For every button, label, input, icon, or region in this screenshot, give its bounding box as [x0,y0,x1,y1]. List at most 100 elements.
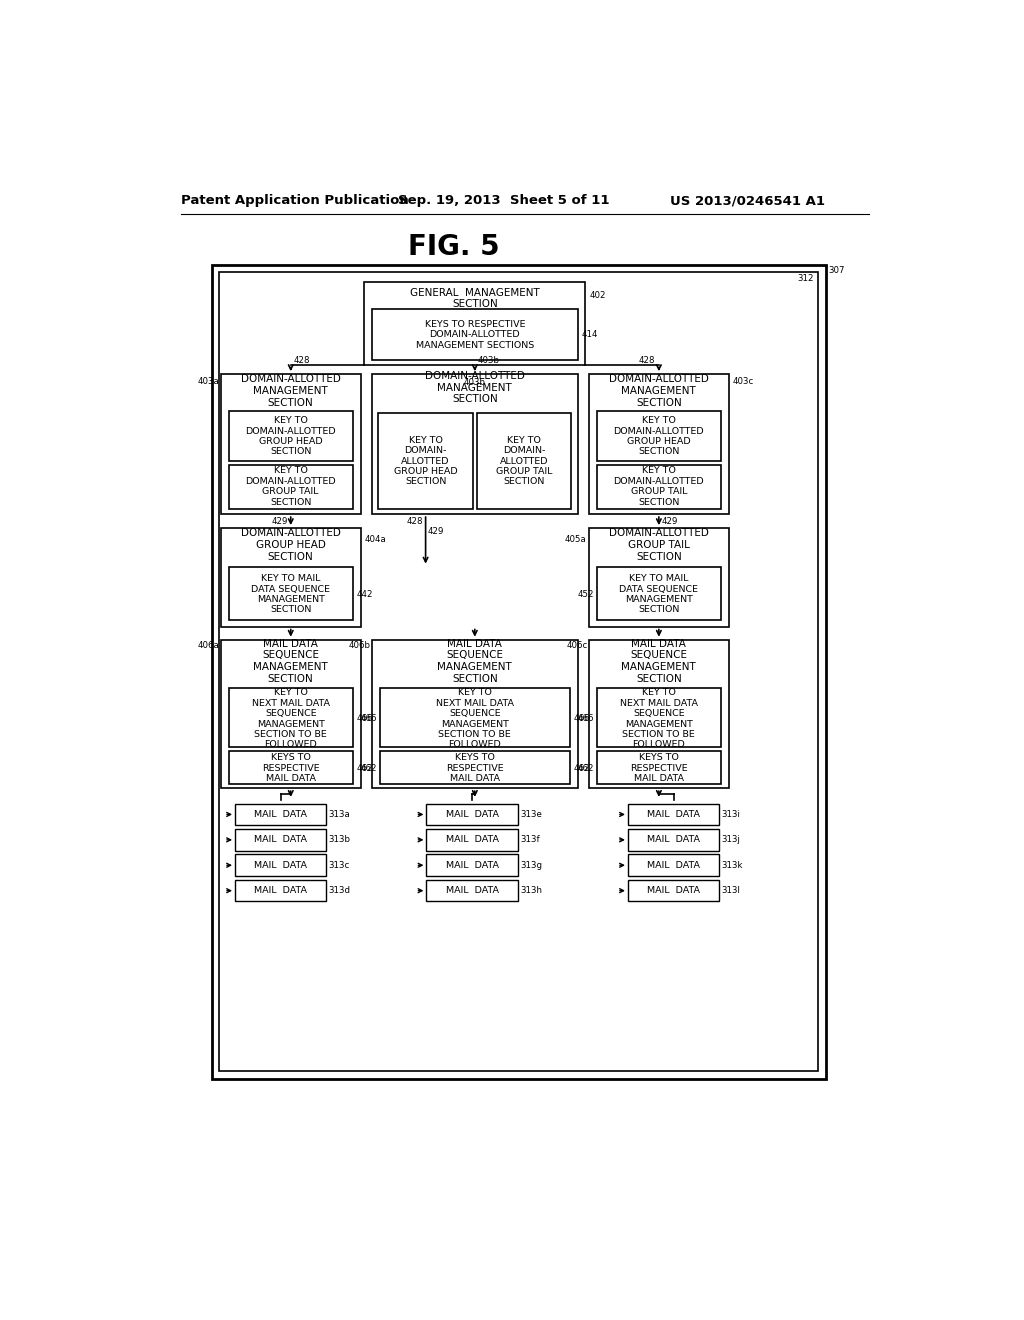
Text: 403b: 403b [464,378,485,387]
Text: KEY TO MAIL
DATA SEQUENCE
MANAGEMENT
SECTION: KEY TO MAIL DATA SEQUENCE MANAGEMENT SEC… [620,574,698,614]
Text: KEY TO
DOMAIN-ALLOTTED
GROUP HEAD
SECTION: KEY TO DOMAIN-ALLOTTED GROUP HEAD SECTIO… [246,416,336,457]
Bar [378,412,473,508]
Bar [597,411,721,461]
Text: 404a: 404a [365,535,386,544]
Bar [589,374,729,515]
Text: 462: 462 [579,764,595,772]
Bar [380,688,569,747]
Bar [426,880,518,902]
Text: 313d: 313d [329,886,351,895]
Text: MAIL  DATA: MAIL DATA [445,861,499,870]
Bar [628,829,719,850]
Bar [221,374,360,515]
Bar [212,264,825,1078]
Text: DOMAIN-ALLOTTED
GROUP TAIL
SECTION: DOMAIN-ALLOTTED GROUP TAIL SECTION [609,528,709,561]
Bar [234,829,327,850]
Bar [228,411,352,461]
Text: 406c: 406c [566,642,588,651]
Text: 466: 466 [356,714,373,723]
Text: MAIL DATA
SEQUENCE
MANAGEMENT
SECTION: MAIL DATA SEQUENCE MANAGEMENT SECTION [622,639,696,684]
Bar [221,528,360,627]
Text: 428: 428 [407,517,423,527]
Bar [228,465,352,508]
Text: 313h: 313h [520,886,542,895]
Text: MAIL  DATA: MAIL DATA [647,836,700,845]
Text: 313a: 313a [329,810,350,818]
Text: 313c: 313c [329,861,350,870]
Bar [628,804,719,825]
Text: MAIL  DATA: MAIL DATA [647,810,700,818]
Text: DOMAIN-ALLOTTED
MANAGEMENT
SECTION: DOMAIN-ALLOTTED MANAGEMENT SECTION [425,371,524,404]
Text: KEY TO
DOMAIN-
ALLOTTED
GROUP TAIL
SECTION: KEY TO DOMAIN- ALLOTTED GROUP TAIL SECTI… [496,436,552,486]
Text: MAIL  DATA: MAIL DATA [445,810,499,818]
Text: 313g: 313g [520,861,542,870]
Bar [426,829,518,850]
Text: MAIL  DATA: MAIL DATA [647,886,700,895]
Text: MAIL  DATA: MAIL DATA [254,886,307,895]
Bar [628,854,719,876]
Text: KEY TO
NEXT MAIL DATA
SEQUENCE
MANAGEMENT
SECTION TO BE
FOLLOWED: KEY TO NEXT MAIL DATA SEQUENCE MANAGEMEN… [436,689,514,750]
Text: 466: 466 [579,714,595,723]
Bar [228,751,352,784]
Text: KEY TO
NEXT MAIL DATA
SEQUENCE
MANAGEMENT
SECTION TO BE
FOLLOWED: KEY TO NEXT MAIL DATA SEQUENCE MANAGEMEN… [252,689,330,750]
Text: MAIL  DATA: MAIL DATA [254,836,307,845]
Text: 466: 466 [573,714,590,723]
Text: KEY TO
NEXT MAIL DATA
SEQUENCE
MANAGEMENT
SECTION TO BE
FOLLOWED: KEY TO NEXT MAIL DATA SEQUENCE MANAGEMEN… [620,689,698,750]
Text: KEYS TO
RESPECTIVE
MAIL DATA: KEYS TO RESPECTIVE MAIL DATA [262,754,319,783]
Bar [477,412,571,508]
Text: FIG. 5: FIG. 5 [408,232,500,261]
Text: 403b: 403b [477,356,499,366]
Text: 313i: 313i [722,810,740,818]
Text: 402: 402 [589,290,605,300]
Bar [234,880,327,902]
Text: 307: 307 [828,267,845,276]
Text: KEY TO
DOMAIN-ALLOTTED
GROUP TAIL
SECTION: KEY TO DOMAIN-ALLOTTED GROUP TAIL SECTIO… [613,466,705,507]
Text: 403a: 403a [198,378,219,387]
Text: 452: 452 [579,590,595,599]
Text: 414: 414 [582,330,598,339]
Text: 313f: 313f [520,836,540,845]
Bar [234,804,327,825]
Text: 429: 429 [428,527,444,536]
Text: 313j: 313j [722,836,740,845]
Bar [426,854,518,876]
Text: MAIL  DATA: MAIL DATA [445,886,499,895]
Text: 429: 429 [272,517,289,527]
Text: 405a: 405a [565,535,587,544]
Text: 313l: 313l [722,886,740,895]
Text: 462: 462 [361,764,378,772]
Text: 429: 429 [662,517,678,527]
Bar [372,309,578,360]
Text: 313b: 313b [329,836,351,845]
Text: KEYS TO
RESPECTIVE
MAIL DATA: KEYS TO RESPECTIVE MAIL DATA [630,754,688,783]
Text: 403c: 403c [732,378,754,387]
Bar [228,688,352,747]
Text: KEY TO MAIL
DATA SEQUENCE
MANAGEMENT
SECTION: KEY TO MAIL DATA SEQUENCE MANAGEMENT SEC… [251,574,331,614]
Text: 406a: 406a [198,642,219,651]
Text: KEYS TO
RESPECTIVE
MAIL DATA: KEYS TO RESPECTIVE MAIL DATA [446,754,504,783]
Bar [426,804,518,825]
Text: Patent Application Publication: Patent Application Publication [180,194,409,207]
Text: KEYS TO RESPECTIVE
DOMAIN-ALLOTTED
MANAGEMENT SECTIONS: KEYS TO RESPECTIVE DOMAIN-ALLOTTED MANAG… [416,319,534,350]
Text: 442: 442 [356,590,373,599]
Text: 312: 312 [798,275,814,282]
Bar [234,854,327,876]
Text: 462: 462 [573,764,590,772]
Text: MAIL DATA
SEQUENCE
MANAGEMENT
SECTION: MAIL DATA SEQUENCE MANAGEMENT SECTION [253,639,328,684]
Bar [228,566,352,620]
Bar [365,281,586,364]
Text: DOMAIN-ALLOTTED
MANAGEMENT
SECTION: DOMAIN-ALLOTTED MANAGEMENT SECTION [241,375,341,408]
Text: US 2013/0246541 A1: US 2013/0246541 A1 [671,194,825,207]
Bar [372,640,578,788]
Bar [380,751,569,784]
Bar [597,688,721,747]
Text: KEY TO
DOMAIN-ALLOTTED
GROUP HEAD
SECTION: KEY TO DOMAIN-ALLOTTED GROUP HEAD SECTIO… [613,416,705,457]
Bar [219,272,818,1071]
Text: MAIL  DATA: MAIL DATA [445,836,499,845]
Bar [589,528,729,627]
Bar [597,751,721,784]
Text: 428: 428 [293,356,309,366]
Text: MAIL  DATA: MAIL DATA [254,861,307,870]
Text: KEY TO
DOMAIN-ALLOTTED
GROUP TAIL
SECTION: KEY TO DOMAIN-ALLOTTED GROUP TAIL SECTIO… [246,466,336,507]
Text: 313e: 313e [520,810,542,818]
